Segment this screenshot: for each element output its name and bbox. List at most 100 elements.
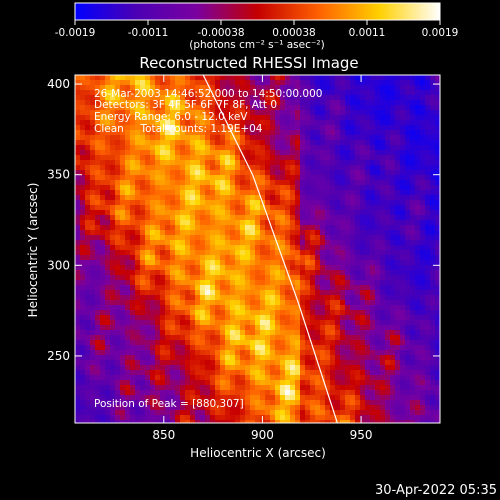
heatmap-cell — [130, 330, 136, 336]
heatmap-cell — [245, 265, 251, 271]
heatmap-cell — [100, 80, 106, 86]
heatmap-cell — [180, 265, 186, 271]
heatmap-cell — [365, 405, 371, 411]
heatmap-cell — [260, 375, 266, 381]
heatmap-cell — [95, 180, 101, 186]
heatmap-cell — [115, 175, 121, 181]
heatmap-cell — [105, 410, 111, 416]
heatmap-cell — [250, 175, 256, 181]
heatmap-cell — [75, 95, 81, 101]
heatmap-cell — [400, 360, 406, 366]
heatmap-cell — [435, 340, 440, 346]
heatmap-cell — [315, 145, 321, 151]
heatmap-cell — [330, 365, 336, 371]
heatmap-cell — [310, 365, 316, 371]
heatmap-cell — [365, 265, 371, 271]
heatmap-cell — [110, 235, 116, 241]
heatmap-cell — [210, 240, 216, 246]
heatmap-cell — [110, 120, 116, 126]
heatmap-cell — [315, 245, 321, 251]
heatmap-cell — [100, 410, 106, 416]
heatmap-cell — [135, 200, 141, 206]
heatmap-cell — [185, 300, 191, 306]
heatmap-cell — [290, 75, 296, 81]
heatmap-cell — [280, 260, 286, 266]
heatmap-cell — [380, 115, 386, 121]
heatmap-cell — [125, 90, 131, 96]
heatmap-cell — [115, 145, 121, 151]
heatmap-cell — [255, 365, 261, 371]
heatmap-cell — [145, 120, 151, 126]
heatmap-cell — [175, 165, 181, 171]
heatmap-cell — [190, 335, 196, 341]
heatmap-cell — [160, 220, 166, 226]
heatmap-cell — [270, 205, 276, 211]
heatmap-cell — [360, 365, 366, 371]
heatmap-cell — [245, 255, 251, 261]
heatmap-cell — [240, 115, 246, 121]
heatmap-cell — [85, 315, 91, 321]
heatmap-cell — [225, 180, 231, 186]
heatmap-cell — [265, 85, 271, 91]
heatmap-cell — [335, 295, 341, 301]
heatmap-cell — [200, 400, 206, 406]
heatmap-cell — [325, 310, 331, 316]
heatmap-cell — [175, 305, 181, 311]
heatmap-cell — [375, 400, 381, 406]
heatmap-cell — [325, 210, 331, 216]
heatmap-cell — [155, 405, 161, 411]
heatmap-cell — [255, 285, 261, 291]
heatmap-cell — [360, 120, 366, 126]
heatmap-cell — [165, 380, 171, 386]
heatmap-cell — [200, 130, 206, 136]
heatmap-cell — [240, 210, 246, 216]
heatmap-cell — [170, 235, 176, 241]
heatmap-cell — [315, 285, 321, 291]
heatmap-cell — [385, 360, 391, 366]
heatmap-cell — [415, 255, 421, 261]
heatmap-cell — [200, 385, 206, 391]
heatmap-cell — [90, 385, 96, 391]
heatmap-cell — [90, 360, 96, 366]
heatmap-cell — [325, 195, 331, 201]
heatmap-cell — [260, 340, 266, 346]
heatmap-cell — [435, 155, 440, 161]
heatmap-cell — [325, 305, 331, 311]
heatmap-cell — [295, 160, 301, 166]
heatmap-cell — [160, 375, 166, 381]
heatmap-cell — [250, 120, 256, 126]
heatmap-cell — [140, 255, 146, 261]
heatmap-cell — [210, 155, 216, 161]
heatmap-cell — [75, 175, 81, 181]
heatmap-cell — [390, 140, 396, 146]
heatmap-cell — [155, 170, 161, 176]
heatmap-cell — [435, 265, 440, 271]
heatmap-cell — [430, 290, 436, 296]
heatmap-cell — [275, 80, 281, 86]
heatmap-cell — [120, 370, 126, 376]
heatmap-cell — [200, 190, 206, 196]
heatmap-cell — [395, 160, 401, 166]
heatmap-cell — [275, 385, 281, 391]
heatmap-cell — [415, 235, 421, 241]
heatmap-cell — [110, 265, 116, 271]
heatmap-cell — [245, 175, 251, 181]
heatmap-cell — [395, 105, 401, 111]
heatmap-cell — [235, 100, 241, 106]
heatmap-cell — [110, 150, 116, 156]
heatmap-cell — [105, 235, 111, 241]
heatmap-cell — [100, 130, 106, 136]
heatmap-cell — [285, 400, 291, 406]
heatmap-cell — [180, 210, 186, 216]
heatmap-cell — [405, 90, 411, 96]
heatmap-cell — [435, 315, 440, 321]
heatmap-cell — [170, 180, 176, 186]
heatmap-cell — [230, 385, 236, 391]
heatmap-cell — [435, 220, 440, 226]
heatmap-cell — [355, 285, 361, 291]
heatmap-cell — [195, 185, 201, 191]
heatmap-cell — [335, 140, 341, 146]
heatmap-cell — [425, 195, 431, 201]
heatmap-cell — [100, 370, 106, 376]
heatmap-cell — [405, 395, 411, 401]
